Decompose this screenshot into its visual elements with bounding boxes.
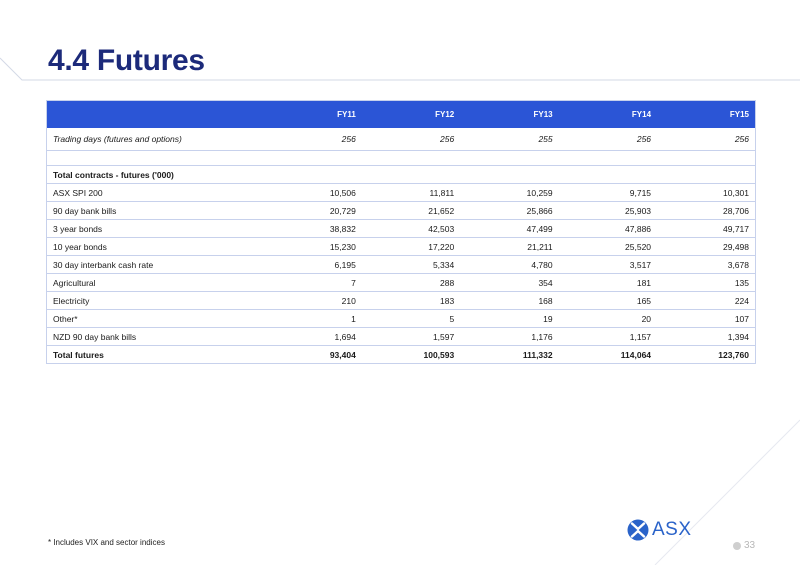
cell-value: 25,866: [460, 201, 559, 220]
cell-value: 181: [558, 273, 658, 292]
row-label: Agricultural: [46, 273, 264, 292]
cell-value: 15,230: [263, 237, 362, 256]
cell-value: 256: [361, 128, 461, 151]
cell-value: 5: [361, 309, 461, 328]
data-rows: ASX SPI 200 10,506 11,811 10,259 9,715 10,301…: [46, 183, 756, 346]
cell-value: 354: [460, 273, 559, 292]
cell-value: 1,597: [361, 327, 461, 346]
futures-table: FY11 FY12 FY13 FY14 FY15 Trading days (f…: [46, 100, 756, 364]
cell-value: 47,499: [460, 219, 559, 238]
cell-value: 1,176: [460, 327, 559, 346]
cell-value: 1,394: [657, 327, 756, 346]
cell-value: 25,903: [558, 201, 658, 220]
cell-value: 135: [657, 273, 756, 292]
page-number-text: 33: [744, 540, 756, 551]
row-label: Other*: [46, 309, 264, 328]
cell-value: 49,717: [657, 219, 756, 238]
cell-value: 38,832: [263, 219, 362, 238]
cell-value: 111,332: [460, 345, 559, 364]
cell-value: 168: [460, 291, 559, 310]
total-row: Total futures 93,404 100,593 111,332 114…: [46, 345, 756, 364]
asx-logo-icon: [627, 519, 649, 541]
cell-value: 1: [263, 309, 362, 328]
column-header: FY11: [263, 100, 362, 128]
table-row: Electricity 210 183 168 165 224: [46, 291, 756, 310]
cell-value: 25,520: [558, 237, 658, 256]
row-label: Total futures: [46, 345, 264, 364]
cell-value: 9,715: [558, 183, 658, 202]
cell-value: 20,729: [263, 201, 362, 220]
row-label: Trading days (futures and options): [46, 128, 264, 151]
cell-value: 19: [460, 309, 559, 328]
cell-value: 17,220: [361, 237, 461, 256]
cell-value: 183: [361, 291, 461, 310]
footnote: * Includes VIX and sector indices: [48, 538, 165, 547]
dot-icon: [733, 541, 741, 550]
cell-value: 288: [361, 273, 461, 292]
table-row: 30 day interbank cash rate 6,195 5,334 4,78…: [46, 255, 756, 274]
cell-value: 1,157: [558, 327, 658, 346]
asx-logo: ASX: [627, 515, 707, 545]
table-row: 90 day bank bills 20,729 21,652 25,866 25,90…: [46, 201, 756, 220]
row-label: 30 day interbank cash rate: [46, 255, 264, 274]
spacer-row: [46, 150, 756, 166]
column-header: FY13: [460, 100, 559, 128]
cell-value: 114,064: [558, 345, 658, 364]
table-row: Other* 1 5 19 20 107: [46, 309, 756, 328]
cell-value: 93,404: [263, 345, 362, 364]
cell-value: 47,886: [558, 219, 658, 238]
cell-value: 3,517: [558, 255, 658, 274]
cell-value: 100,593: [361, 345, 461, 364]
row-label: 90 day bank bills: [46, 201, 264, 220]
page-number: 33: [733, 540, 755, 551]
table-row: NZD 90 day bank bills 1,694 1,597 1,176 1,15…: [46, 327, 756, 346]
section-label: Total contracts - futures ('000): [46, 165, 756, 184]
cell-value: 165: [558, 291, 658, 310]
cell-value: 10,259: [460, 183, 559, 202]
table-row: 3 year bonds 38,832 42,503 47,499 47,886 49,7…: [46, 219, 756, 238]
cell-value: 256: [657, 128, 756, 151]
page-title: 4.4 Futures: [48, 44, 205, 77]
header-empty: [46, 100, 264, 128]
cell-value: 21,211: [460, 237, 559, 256]
cell-value: 256: [558, 128, 658, 151]
spacer-cell: [46, 150, 756, 166]
row-label: ASX SPI 200: [46, 183, 264, 202]
cell-value: 107: [657, 309, 756, 328]
cell-value: 6,195: [263, 255, 362, 274]
cell-value: 11,811: [361, 183, 461, 202]
asx-logo-text: ASX: [652, 519, 692, 540]
cell-value: 10,301: [657, 183, 756, 202]
cell-value: 21,652: [361, 201, 461, 220]
cell-value: 42,503: [361, 219, 461, 238]
cell-value: 256: [263, 128, 362, 151]
cell-value: 28,706: [657, 201, 756, 220]
table-row: 10 year bonds 15,230 17,220 21,211 25,520 29,…: [46, 237, 756, 256]
cell-value: 3,678: [657, 255, 756, 274]
table-header-row: FY11 FY12 FY13 FY14 FY15: [46, 100, 756, 128]
cell-value: 7: [263, 273, 362, 292]
cell-value: 4,780: [460, 255, 559, 274]
cell-value: 255: [460, 128, 559, 151]
cell-value: 123,760: [657, 345, 756, 364]
cell-value: 29,498: [657, 237, 756, 256]
column-header: FY12: [361, 100, 461, 128]
row-label: Electricity: [46, 291, 264, 310]
trading-days-row: Trading days (futures and options) 256 2…: [46, 128, 756, 151]
cell-value: 5,334: [361, 255, 461, 274]
column-header: FY14: [558, 100, 658, 128]
column-header: FY15: [657, 100, 756, 128]
cell-value: 10,506: [263, 183, 362, 202]
cell-value: 210: [263, 291, 362, 310]
row-label: NZD 90 day bank bills: [46, 327, 264, 346]
cell-value: 20: [558, 309, 658, 328]
cell-value: 1,694: [263, 327, 362, 346]
table-row: Agricultural 7 288 354 181 135: [46, 273, 756, 292]
row-label: 10 year bonds: [46, 237, 264, 256]
table-row: ASX SPI 200 10,506 11,811 10,259 9,715 10,301: [46, 183, 756, 202]
row-label: 3 year bonds: [46, 219, 264, 238]
section-row: Total contracts - futures ('000): [46, 165, 756, 184]
cell-value: 224: [657, 291, 756, 310]
